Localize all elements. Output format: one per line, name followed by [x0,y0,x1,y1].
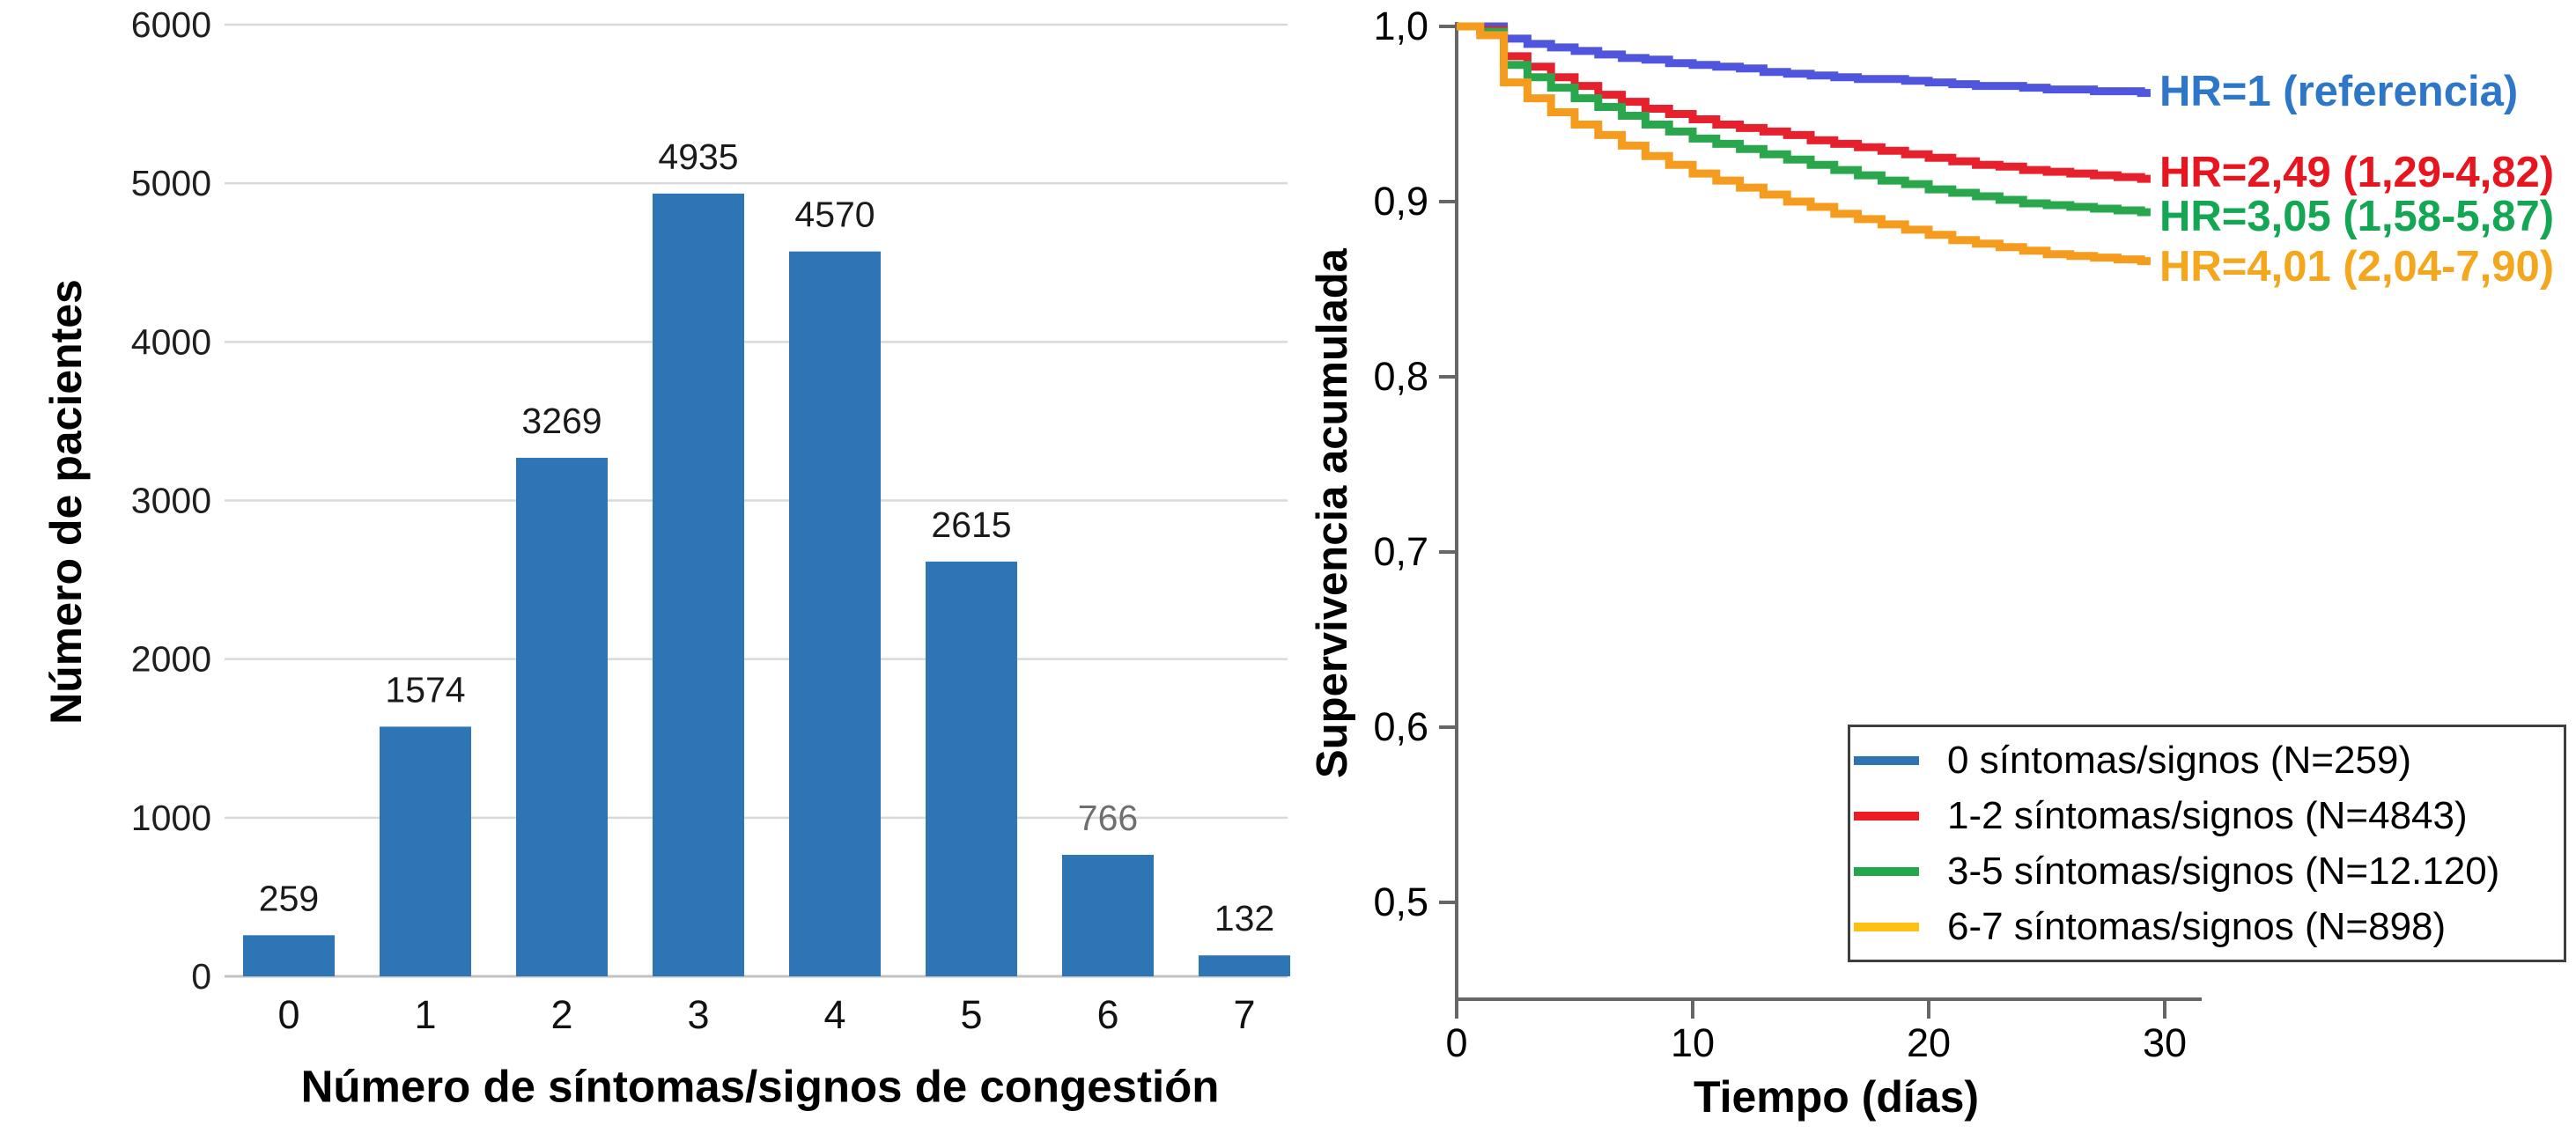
bar-value-label: 1574 [385,669,465,710]
km-x-tick-label: 0 [1445,1020,1467,1065]
bar-value-label: 4935 [658,136,738,177]
km-survival-curve [1457,22,2151,217]
bar-value-label: 2615 [931,504,1011,545]
bar-x-tick-label: 7 [1233,992,1255,1037]
bar [516,458,608,976]
bar-y-tick-label: 6000 [131,4,211,45]
bar-y-tick-label: 3000 [131,481,211,521]
bar-chart-y-axis-title: Número de pacientes [41,279,91,725]
bar [1199,955,1290,976]
km-y-tick-label: 0,7 [1373,529,1428,574]
legend-label: 0 síntomas/signos (N=259) [1947,738,2412,782]
km-y-tick-label: 1,0 [1373,4,1428,48]
km-y-tick-label: 0,9 [1373,179,1428,224]
bar-x-tick-label: 4 [823,992,845,1037]
legend-row: 0 síntomas/signos (N=259) [1850,734,2564,787]
bar-value-label: 259 [259,878,319,918]
km-x-tick-label: 20 [1907,1020,1951,1065]
bar-value-label: 132 [1214,898,1274,938]
bar-value-label: 4570 [794,195,875,235]
km-survival-curve [1457,22,2151,98]
km-x-tick-label: 30 [2143,1020,2187,1065]
legend-line-swatch [1854,922,1919,931]
bar-y-tick-label: 1000 [131,798,211,838]
bar-value-label: 3269 [521,401,602,441]
legend-line-swatch [1854,866,1919,876]
legend-label: 3-5 síntomas/signos (N=12.120) [1947,849,2500,893]
bar [380,726,471,976]
legend-line-swatch [1854,811,1919,821]
hr-annotation-label: HR=3,05 (1,58-5,87) [2159,193,2555,240]
bar-value-label: 766 [1078,798,1138,838]
bar [926,561,1017,976]
bar [789,251,881,977]
bar [243,935,335,976]
legend-row: 1-2 síntomas/signos (N=4843) [1850,790,2564,843]
km-y-tick-label: 0,5 [1373,879,1428,924]
legend-label: 6-7 síntomas/signos (N=898) [1947,904,2447,948]
bar-x-tick-label: 5 [960,992,982,1037]
bar-y-tick-label: 0 [191,956,211,997]
legend-row: 6-7 síntomas/signos (N=898) [1850,901,2564,953]
legend-line-swatch [1854,755,1919,765]
bar [1062,854,1154,976]
bar-y-tick-label: 5000 [131,163,211,203]
bar-x-tick-label: 1 [414,992,436,1037]
bar-x-tick-label: 0 [277,992,299,1037]
km-y-tick-label: 0,6 [1373,704,1428,749]
hr-annotation-label: HR=2,49 (1,29-4,82) [2159,149,2555,196]
km-x-tick-label: 10 [1671,1020,1715,1065]
bar-x-tick-label: 3 [687,992,709,1037]
legend-label: 1-2 síntomas/signos (N=4843) [1947,793,2468,837]
bar-y-tick-label: 4000 [131,321,211,362]
hr-annotation-label: HR=1 (referencia) [2159,68,2519,115]
bar [653,193,744,976]
km-legend: 0 síntomas/signos (N=259) 1-2 síntomas/si… [1848,725,2566,962]
bar-chart-x-axis-title: Número de síntomas/signos de congestión [300,1061,1220,1112]
bar-x-tick-label: 2 [550,992,572,1037]
legend-row: 3-5 síntomas/signos (N=12.120) [1850,845,2564,898]
km-chart-y-axis-title: Supervivencia acumulada [1309,248,1356,778]
bar-x-tick-label: 6 [1096,992,1118,1037]
bar-y-tick-label: 2000 [131,639,211,680]
km-chart-x-axis-title: Tiempo (días) [1693,1072,1980,1122]
km-survival-curve [1457,22,2151,266]
hr-annotation-label: HR=4,01 (2,04-7,90) [2159,243,2555,291]
km-y-tick-label: 0,8 [1373,354,1428,399]
